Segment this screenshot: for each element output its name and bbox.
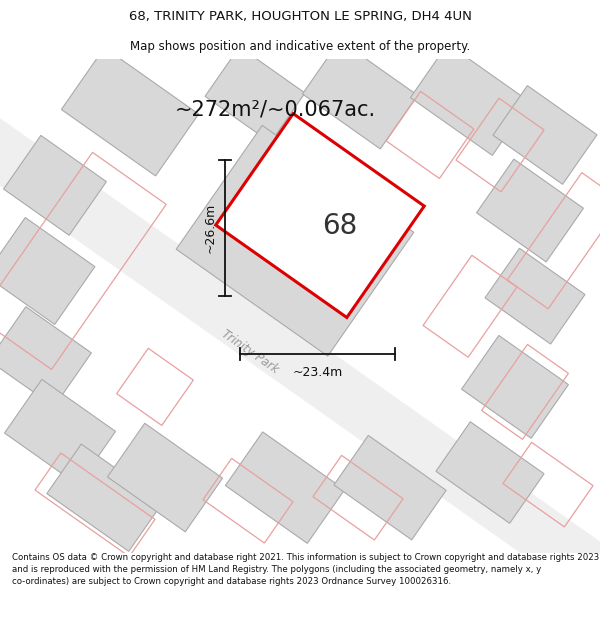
Polygon shape	[4, 136, 106, 235]
Text: Contains OS data © Crown copyright and database right 2021. This information is : Contains OS data © Crown copyright and d…	[12, 553, 599, 586]
Polygon shape	[461, 336, 568, 438]
Text: Trinity Park: Trinity Park	[219, 328, 281, 376]
Polygon shape	[302, 41, 418, 149]
Polygon shape	[0, 307, 91, 407]
Polygon shape	[205, 47, 305, 142]
Text: ~26.6m: ~26.6m	[204, 203, 217, 253]
Text: ~272m²/~0.067ac.: ~272m²/~0.067ac.	[175, 100, 376, 120]
Polygon shape	[107, 423, 223, 532]
Polygon shape	[493, 86, 597, 184]
Polygon shape	[4, 379, 116, 485]
Text: 68, TRINITY PARK, HOUGHTON LE SPRING, DH4 4UN: 68, TRINITY PARK, HOUGHTON LE SPRING, DH…	[128, 10, 472, 23]
Polygon shape	[410, 44, 530, 156]
Polygon shape	[0, 217, 95, 324]
Polygon shape	[226, 432, 344, 543]
Polygon shape	[0, 102, 600, 611]
Polygon shape	[476, 159, 583, 262]
Text: Map shows position and indicative extent of the property.: Map shows position and indicative extent…	[130, 40, 470, 52]
Polygon shape	[334, 436, 446, 540]
Polygon shape	[436, 422, 544, 523]
Polygon shape	[216, 114, 424, 318]
Polygon shape	[176, 126, 414, 356]
Polygon shape	[485, 248, 585, 344]
Text: 68: 68	[322, 212, 358, 239]
Polygon shape	[61, 48, 199, 176]
Polygon shape	[47, 444, 163, 551]
Text: ~23.4m: ~23.4m	[292, 366, 343, 379]
